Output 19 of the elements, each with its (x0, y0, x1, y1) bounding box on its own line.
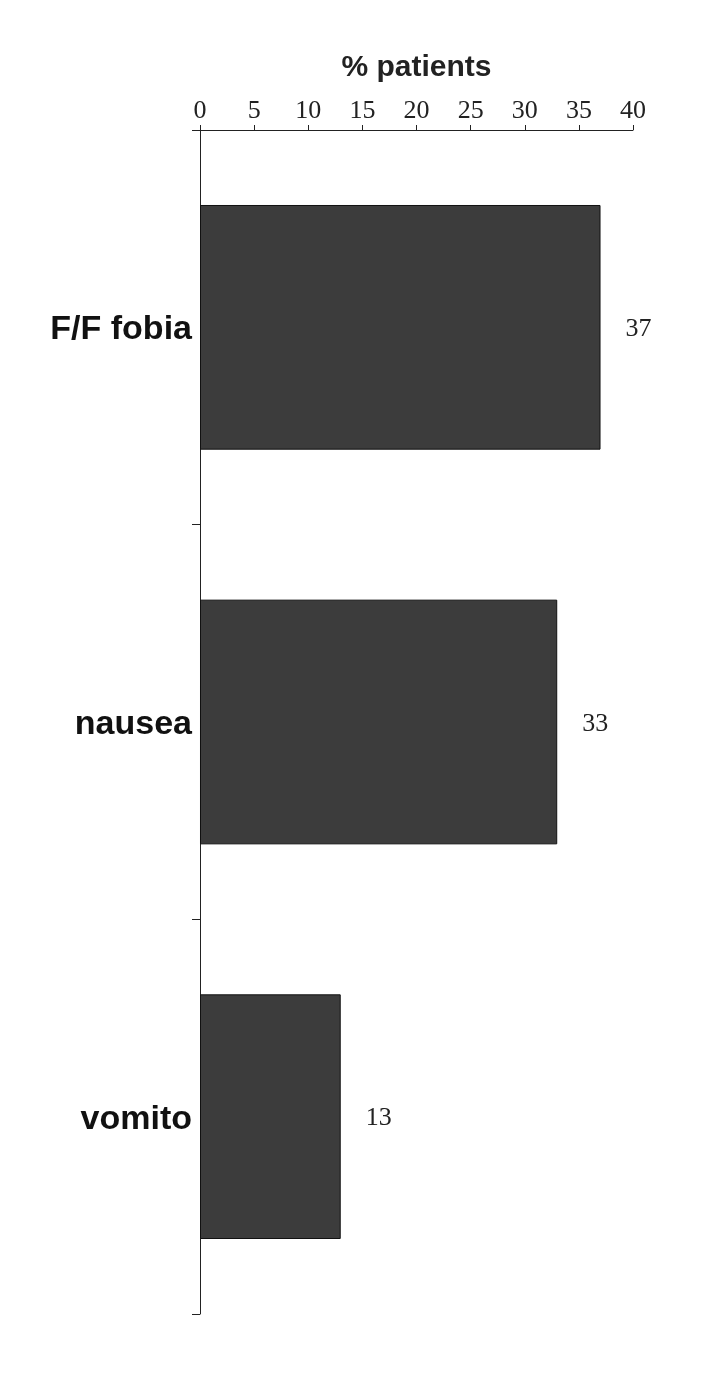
x-axis-title: % patients (341, 48, 492, 82)
y-tick-label: F/F fobia (50, 308, 194, 347)
data-label: 37 (625, 312, 652, 342)
x-tick-label: 30 (511, 94, 538, 124)
data-label: 13 (365, 1102, 392, 1132)
x-tick-label: 5 (247, 94, 261, 124)
bar (200, 599, 558, 845)
x-tick-label: 25 (457, 94, 484, 124)
x-tick-label: 15 (349, 94, 376, 124)
bar (200, 994, 341, 1240)
x-tick-label: 20 (403, 94, 430, 124)
y-tick-label: vomito (80, 1097, 192, 1136)
bar (200, 204, 601, 450)
x-tick-label: 10 (295, 94, 322, 124)
data-label: 33 (582, 707, 609, 737)
x-tick-label: 40 (620, 94, 646, 124)
x-tick-label: 35 (565, 94, 592, 124)
y-tick-label: nausea (74, 703, 194, 741)
x-tick-label: 0 (193, 94, 207, 124)
